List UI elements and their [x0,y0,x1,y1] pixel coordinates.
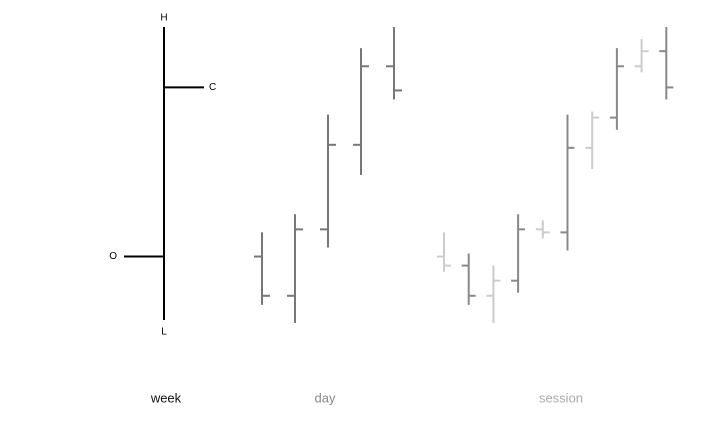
marker-label: H [160,13,167,24]
group-label: day [315,390,336,405]
group-label: session [539,390,583,405]
marker-label: O [109,251,117,262]
marker-label: L [161,327,167,338]
marker-label: C [209,82,216,93]
group-label: week [150,390,182,405]
